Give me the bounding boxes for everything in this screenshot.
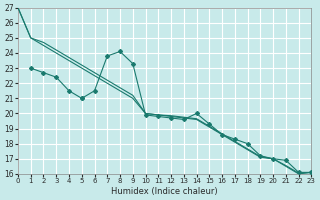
- X-axis label: Humidex (Indice chaleur): Humidex (Indice chaleur): [111, 187, 218, 196]
